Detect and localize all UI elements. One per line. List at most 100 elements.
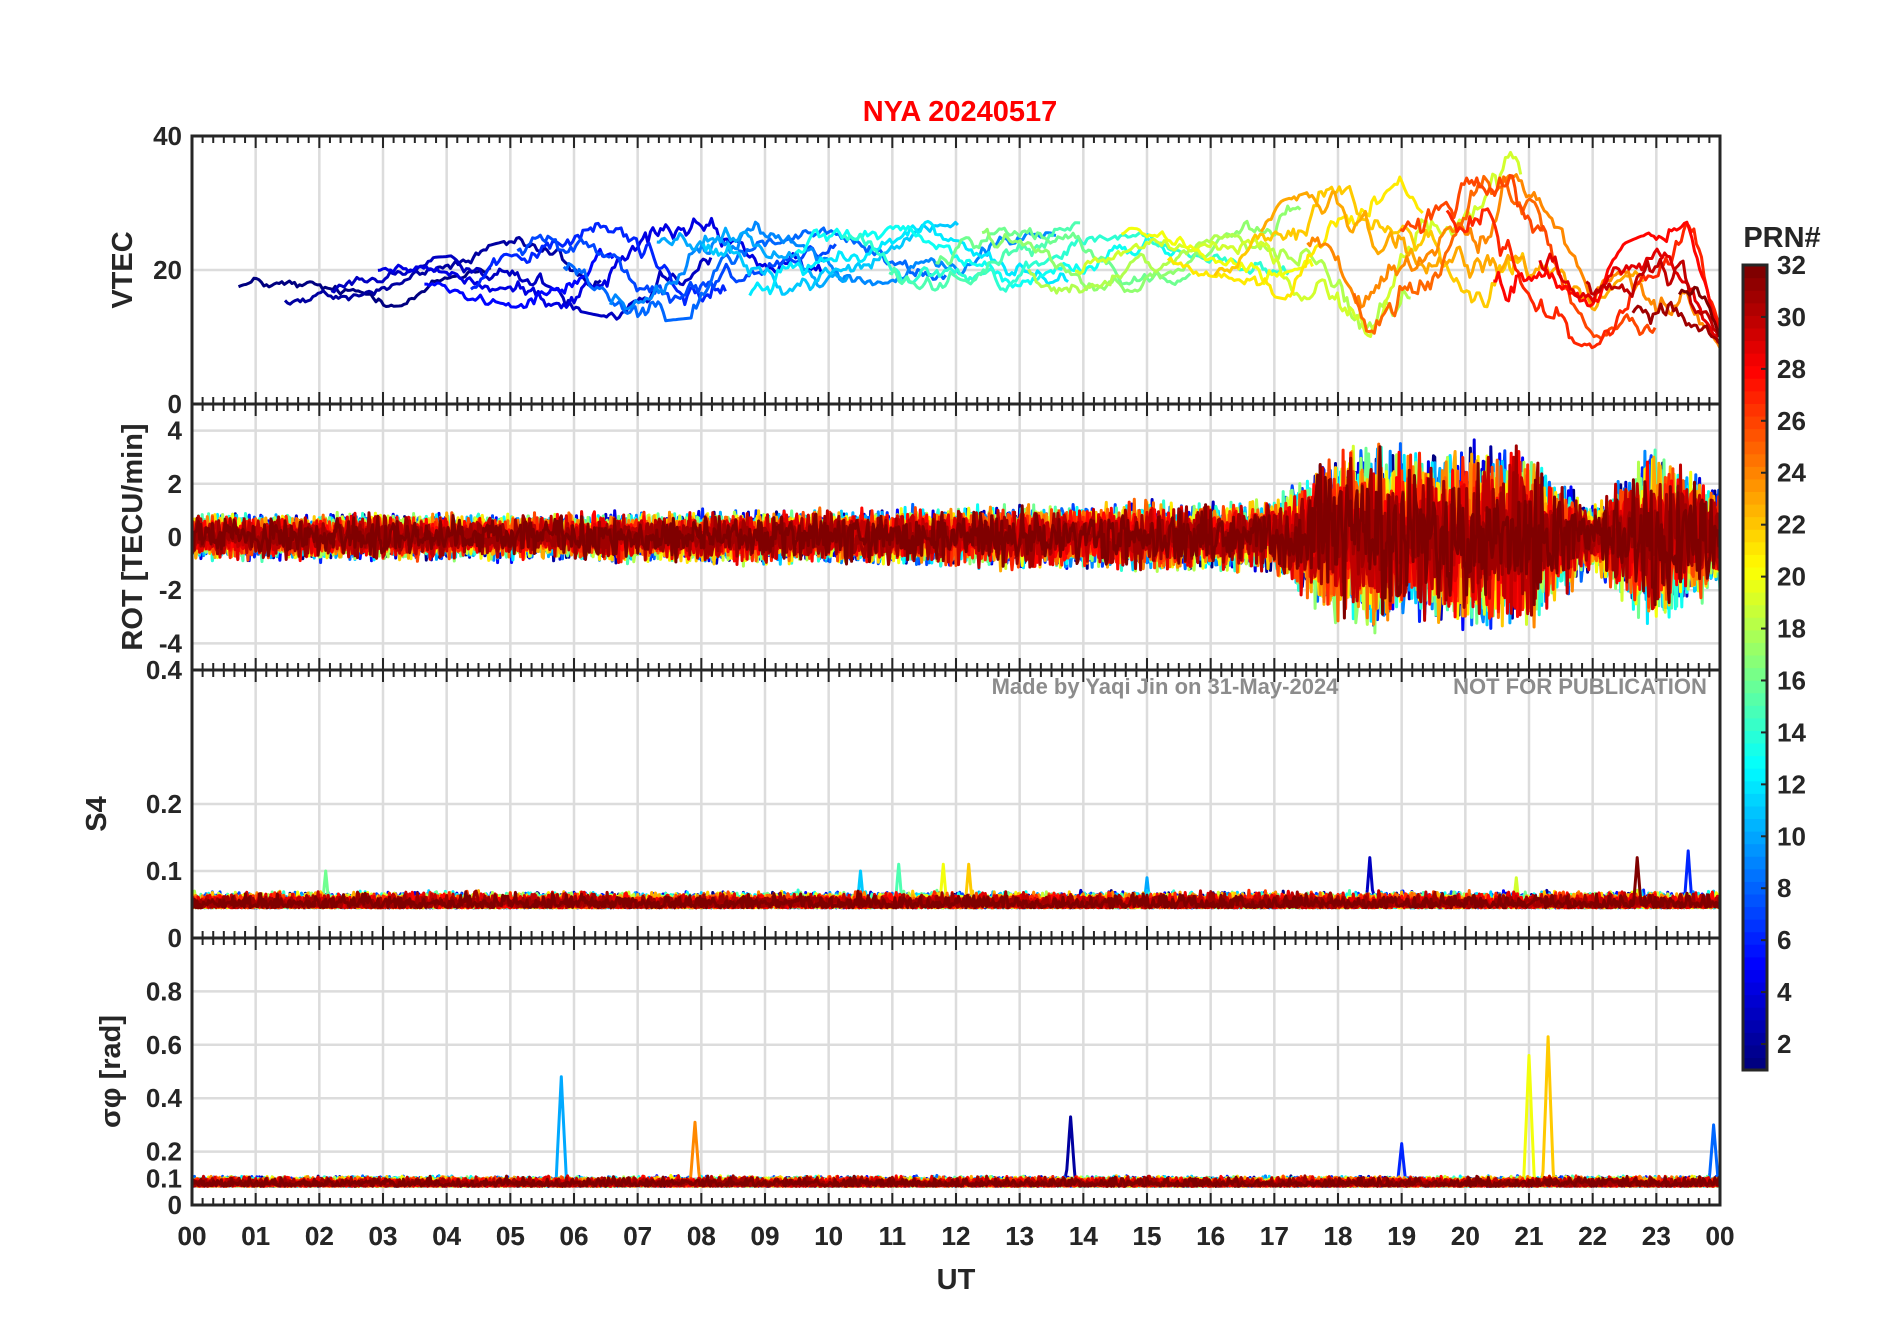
colorbar-tick-label: 12 <box>1777 769 1806 799</box>
panel-4: 0.8 0.6 0.4 0.20.10 σφ [rad] UT 00 01 02 03 04 05 06… <box>95 936 1735 1296</box>
y-tick-label: 0 <box>168 522 182 552</box>
x-tick-label: 03 <box>369 1221 398 1251</box>
y-tick-label: -2 <box>159 575 182 605</box>
colorbar-segment <box>1743 730 1767 744</box>
colorbar-tick-label: 30 <box>1777 302 1806 332</box>
x-tick-label: 01 <box>241 1221 270 1251</box>
colorbar-segment <box>1743 1032 1767 1046</box>
x-tick-label: 15 <box>1133 1221 1162 1251</box>
colorbar-segment <box>1743 1044 1767 1059</box>
x-tick-label: 18 <box>1324 1221 1353 1251</box>
y-tick-label: -4 <box>159 628 183 658</box>
colorbar-segment <box>1743 415 1767 430</box>
trace-prn-27 <box>1445 207 1720 350</box>
x-tick-label: 00 <box>1706 1221 1735 1251</box>
colorbar-tick-label: 2 <box>1777 1029 1791 1059</box>
colorbar-tick-label: 6 <box>1777 925 1791 955</box>
colorbar-segment <box>1743 881 1767 895</box>
y-tick-label: 2 <box>168 469 182 499</box>
colorbar-segment <box>1743 617 1767 631</box>
trace-prn-22 <box>1213 185 1535 309</box>
trace-prn-4 <box>377 216 824 310</box>
x-tick-label: 10 <box>814 1221 843 1251</box>
x-tick-label: 23 <box>1642 1221 1671 1251</box>
trace-prn-18 <box>1027 232 1411 331</box>
trace-prn-6 <box>470 221 727 307</box>
y-axis-label: S4 <box>81 796 113 831</box>
x-tick-label: 22 <box>1578 1221 1607 1251</box>
traces <box>192 849 1720 910</box>
x-tick-label: 04 <box>432 1221 461 1251</box>
x-tick-label: 07 <box>623 1221 652 1251</box>
colorbar-segment <box>1743 780 1767 794</box>
panel-2: 4 2 0 -2 -4 ROT [TECU/min] <box>117 402 1722 672</box>
colorbar-segment <box>1743 956 1767 970</box>
colorbar-segment <box>1743 579 1767 593</box>
y-axis-label: VTEC <box>107 231 139 308</box>
colorbar-segment <box>1743 969 1767 983</box>
trace-prn-30 <box>1585 257 1720 338</box>
y-tick-label: 40 <box>153 121 182 151</box>
colorbar-segment <box>1743 1007 1767 1021</box>
x-tick-label: 18 <box>1324 1221 1353 1251</box>
colorbar-tick-label: 22 <box>1777 510 1806 540</box>
y-tick-label: 0.1 <box>146 856 182 886</box>
colorbar-segment <box>1743 403 1767 417</box>
x-tick-label: 17 <box>1260 1221 1289 1251</box>
colorbar-segment <box>1743 843 1767 857</box>
x-tick-label: 05 <box>496 1221 525 1251</box>
traces <box>192 1035 1720 1188</box>
trace-prn-17 <box>981 204 1302 293</box>
trace-prn-26 <box>1399 173 1657 341</box>
colorbar-segment <box>1743 692 1767 706</box>
x-tick-label: 21 <box>1515 1221 1544 1251</box>
x-tick-label: 14 <box>1069 1221 1098 1251</box>
x-tick-label: 09 <box>751 1221 780 1251</box>
colorbar-tick-label: 20 <box>1777 562 1806 592</box>
colorbar-segment <box>1743 503 1767 518</box>
colorbar-segment <box>1743 944 1767 958</box>
chart-title: NYA 20240517 <box>863 96 1058 128</box>
y-tick-label: 0 <box>168 389 182 419</box>
x-tick-label: 12 <box>942 1221 971 1251</box>
y-tick-label: 0.4 <box>146 655 183 685</box>
colorbar-segment <box>1743 554 1767 568</box>
colorbar-tick-label: 32 <box>1777 250 1806 280</box>
y-tick-label: 0.2 <box>146 1137 182 1167</box>
y-tick-label: 0.6 <box>146 1030 182 1060</box>
traces <box>237 150 1720 350</box>
y-tick-label: 0 <box>168 1190 182 1220</box>
colorbar-tick-label: 10 <box>1777 821 1806 851</box>
colorbar-tick-label: 18 <box>1777 614 1806 644</box>
colorbar-segment <box>1743 277 1767 291</box>
trace-prn-5 <box>424 247 615 310</box>
watermark-author: Made by Yaqi Jin on 31-May-2024 <box>992 674 1340 699</box>
x-tick-label: 16 <box>1196 1221 1225 1251</box>
colorbar-segment <box>1743 868 1767 882</box>
colorbar-tick-label: 16 <box>1777 665 1806 695</box>
x-axis-label: UT <box>937 1264 976 1296</box>
colorbar-segment <box>1743 906 1767 920</box>
colorbar-segment <box>1743 340 1767 354</box>
colorbar-segment <box>1743 478 1767 493</box>
watermark-notice: NOT FOR PUBLICATION <box>1453 674 1707 699</box>
trace-prn-21 <box>1166 175 1424 301</box>
colorbar-segment <box>1743 541 1767 555</box>
colorbar-tick-label: 4 <box>1777 977 1792 1007</box>
y-tick-label: 0 <box>168 923 182 953</box>
trace-prn-32 <box>192 445 1720 620</box>
colorbar-segment <box>1743 592 1767 606</box>
x-tick-label: 04 <box>432 1221 461 1251</box>
x-tick-label: 11 <box>879 1221 907 1251</box>
colorbar-segment <box>1743 755 1767 769</box>
colorbar-segment <box>1743 529 1767 543</box>
x-tick-label: 02 <box>305 1221 334 1251</box>
trace-prn-32 <box>192 1174 1720 1188</box>
x-tick-label: 06 <box>560 1221 589 1251</box>
colorbar-segment <box>1743 378 1767 392</box>
x-tick-label: 05 <box>496 1221 525 1251</box>
colorbar-segment <box>1743 453 1767 467</box>
